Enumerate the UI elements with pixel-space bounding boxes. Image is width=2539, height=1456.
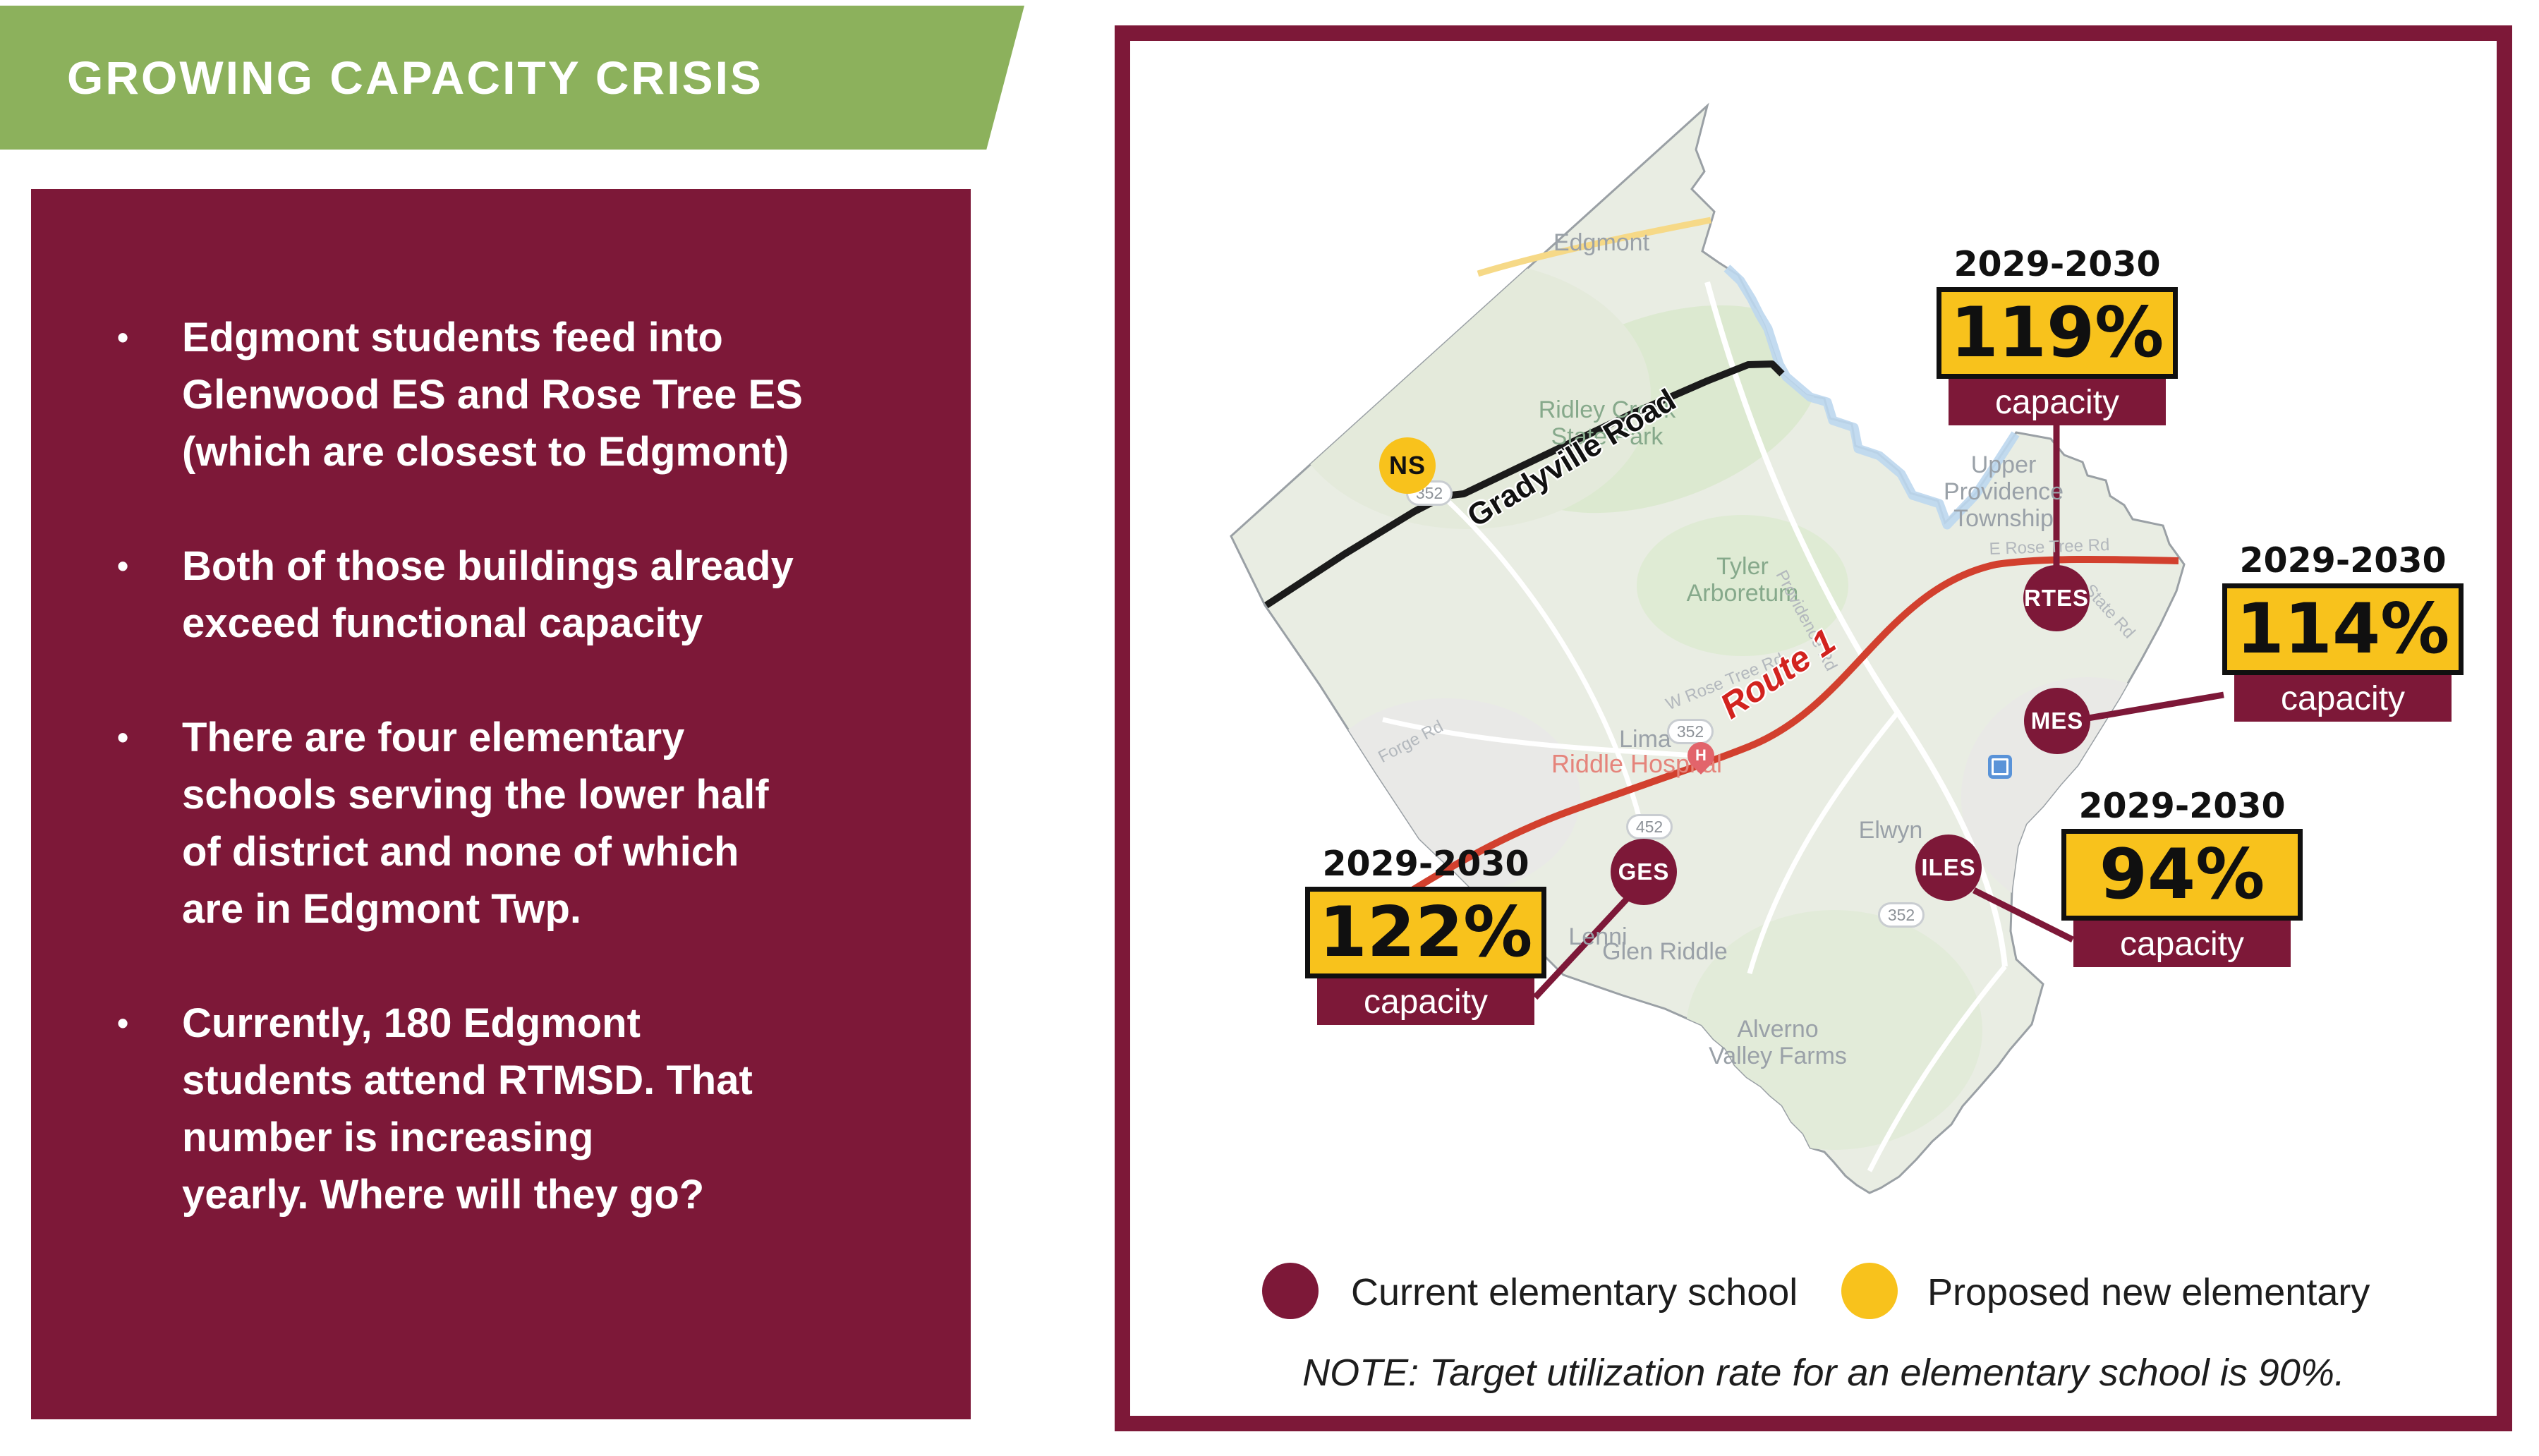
- callout-year: 2029-2030: [2239, 540, 2447, 581]
- callout-rtes: 2029-2030 119% capacity: [1937, 244, 2178, 425]
- label-edgmont: Edgmont: [1553, 229, 1650, 256]
- map-frame: [1115, 25, 2512, 1431]
- marker-ges: GES: [1611, 839, 1677, 905]
- callout-ges: 2029-2030 122% capacity: [1305, 844, 1546, 1025]
- bullet-item: Edgmont students feed into Glenwood ES a…: [114, 309, 926, 480]
- callout-year: 2029-2030: [2078, 786, 2286, 826]
- marker-rtes: RTES: [2023, 565, 2090, 631]
- callout-percent: 94%: [2061, 829, 2303, 921]
- label-alverno-valley-farms: Alverno Valley Farms: [1709, 1016, 1847, 1069]
- callout-caption: capacity: [1317, 978, 1534, 1025]
- callout-year: 2029-2030: [1322, 844, 1529, 884]
- label-e-rose-tree-rd: E Rose Tree Rd: [1989, 535, 2110, 559]
- bullet-item: Currently, 180 Edgmont students attend R…: [114, 995, 926, 1223]
- label-glen-riddle: Glen Riddle: [1602, 938, 1728, 965]
- marker-mes: MES: [2024, 688, 2090, 754]
- callout-percent: 114%: [2222, 583, 2464, 675]
- label-ridley-creek-state-park: Ridley Creek State Park: [1538, 396, 1676, 450]
- legend-current-dot: [1262, 1263, 1319, 1319]
- page-title: GROWING CAPACITY CRISIS: [67, 51, 763, 104]
- hospital-pin-letter: H: [1695, 746, 1707, 765]
- label-lima: Lima: [1619, 726, 1671, 753]
- legend-current-label: Current elementary school: [1351, 1271, 1798, 1314]
- label-elwyn: Elwyn: [1858, 817, 1923, 844]
- label-lenni: Lenni: [1568, 923, 1628, 950]
- callout-mes: 2029-2030 114% capacity: [2222, 540, 2464, 722]
- bullet-panel: Edgmont students feed into Glenwood ES a…: [31, 189, 971, 1419]
- route-shield-452: 452: [1626, 814, 1673, 839]
- callout-percent: 119%: [1937, 287, 2178, 379]
- callout-caption: capacity: [2234, 675, 2452, 722]
- route-shield-352: 352: [1667, 719, 1714, 744]
- label-upper-providence: Upper Providence Township: [1943, 451, 2064, 532]
- route-shield-352: 352: [1878, 902, 1925, 928]
- bullet-item: There are four elementary schools servin…: [114, 709, 926, 938]
- label-tyler-arboretum: Tyler Arboretum: [1686, 553, 1799, 607]
- marker-iles: ILES: [1915, 835, 1982, 901]
- callout-iles: 2029-2030 94% capacity: [2061, 786, 2303, 967]
- marker-ns-proposed: NS: [1379, 437, 1436, 494]
- bullet-item: Both of those buildings already exceed f…: [114, 538, 926, 652]
- callout-caption: capacity: [2073, 921, 2291, 967]
- bullet-list: Edgmont students feed into Glenwood ES a…: [114, 309, 926, 1280]
- legend-proposed-dot: [1841, 1263, 1898, 1319]
- note-text: NOTE: Target utilization rate for an ele…: [1302, 1352, 2345, 1394]
- legend-proposed-label: Proposed new elementary: [1927, 1271, 2370, 1314]
- header-banner: GROWING CAPACITY CRISIS: [0, 6, 1024, 150]
- transit-station-icon: [1988, 755, 2012, 779]
- callout-caption: capacity: [1949, 379, 2166, 425]
- callout-percent: 122%: [1305, 887, 1546, 978]
- label-riddle-hospital: Riddle Hospital: [1551, 749, 1723, 778]
- callout-year: 2029-2030: [1953, 244, 2161, 284]
